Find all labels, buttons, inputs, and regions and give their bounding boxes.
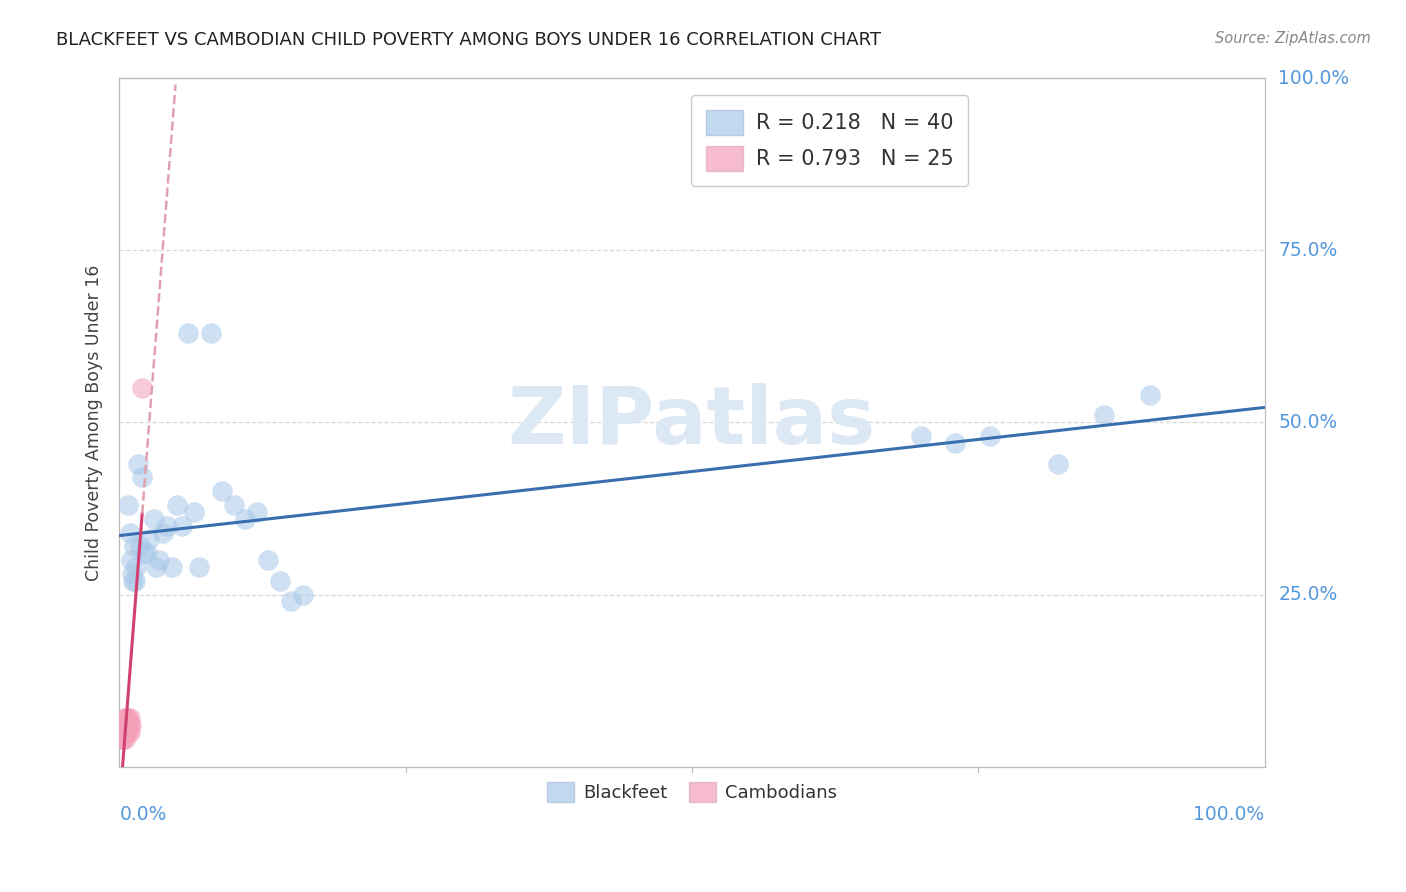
Point [110,732,132,747]
Point [1139,388,1161,402]
Point [152,525,174,540]
Y-axis label: Child Poverty Among Boys Under 16: Child Poverty Among Boys Under 16 [86,264,103,581]
Point [112,718,135,732]
Point [117,498,139,512]
Text: 75.0%: 75.0% [1278,241,1337,260]
Point [148,553,170,567]
Point [128,539,150,553]
Point [138,533,160,547]
Point [291,588,314,602]
Point [117,725,139,739]
Point [120,718,142,732]
Point [910,429,932,443]
Point [979,429,1001,443]
Point [110,725,132,739]
Point [269,574,291,588]
Point [166,498,188,512]
Point [115,718,138,732]
Point [135,546,157,560]
Text: Source: ZipAtlas.com: Source: ZipAtlas.com [1215,31,1371,46]
Text: ZIPatlas: ZIPatlas [508,384,876,461]
Point [111,718,134,732]
Point [120,553,142,567]
Point [127,457,149,471]
Point [160,560,183,574]
Text: 100.0%: 100.0% [1278,69,1350,87]
Point [115,725,138,739]
Text: 0.0%: 0.0% [120,805,167,823]
Point [188,560,211,574]
Point [118,525,141,540]
Point [112,725,135,739]
Point [121,566,143,581]
Point [177,326,200,340]
Point [114,718,136,732]
Point [115,711,138,725]
Point [156,518,179,533]
Point [117,718,139,732]
Point [117,725,139,739]
Point [118,718,141,732]
Point [125,560,148,574]
Text: 50.0%: 50.0% [1278,413,1337,432]
Point [183,505,205,519]
Point [145,560,167,574]
Point [118,725,141,739]
Point [257,553,280,567]
Text: 100.0%: 100.0% [1194,805,1264,823]
Legend: Blackfeet, Cambodians: Blackfeet, Cambodians [540,775,844,809]
Point [131,470,153,484]
Point [114,732,136,747]
Point [111,725,134,739]
Point [117,711,139,725]
Point [280,594,302,608]
Point [122,539,145,553]
Point [1092,409,1115,423]
Point [233,512,256,526]
Point [211,484,233,499]
Point [114,725,136,739]
Point [134,546,156,560]
Point [112,711,135,725]
Point [142,512,165,526]
Point [131,381,153,395]
Point [200,326,222,340]
Point [172,518,194,533]
Point [117,711,139,725]
Point [1047,457,1070,471]
Point [246,505,269,519]
Point [118,711,141,725]
Point [117,718,139,732]
Point [943,436,966,450]
Text: 25.0%: 25.0% [1278,585,1337,604]
Text: BLACKFEET VS CAMBODIAN CHILD POVERTY AMONG BOYS UNDER 16 CORRELATION CHART: BLACKFEET VS CAMBODIAN CHILD POVERTY AMO… [56,31,882,49]
Point [122,574,145,588]
Point [111,732,134,747]
Point [124,574,146,588]
Point [222,498,245,512]
